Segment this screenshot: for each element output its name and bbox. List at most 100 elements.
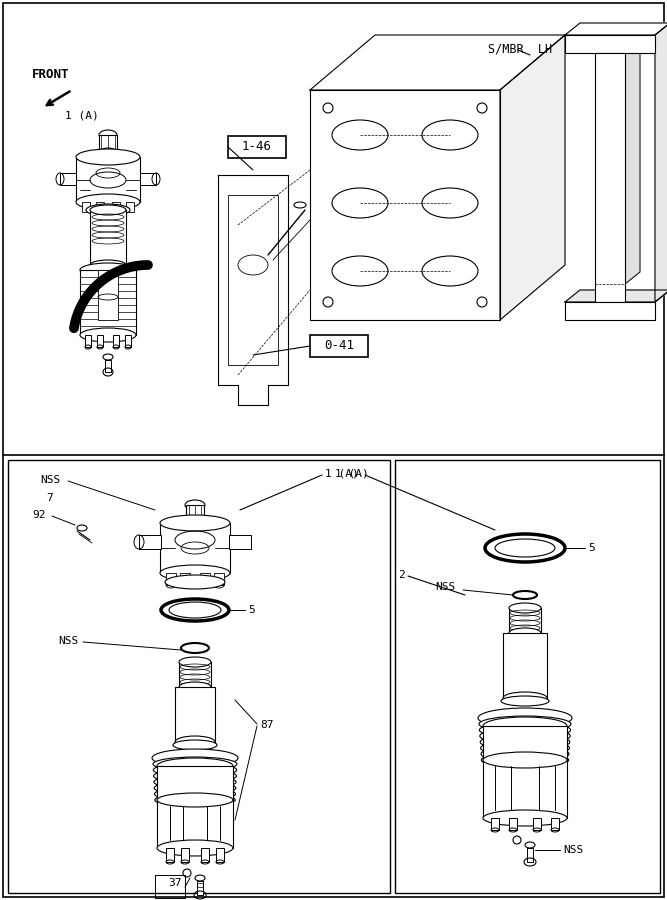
Bar [180, 573, 190, 585]
Bar [98, 270, 118, 320]
Ellipse shape [185, 500, 205, 510]
Text: 1 (A): 1 (A) [335, 468, 369, 478]
Bar [181, 848, 189, 862]
Bar [491, 818, 499, 830]
Circle shape [183, 869, 191, 877]
Ellipse shape [482, 752, 568, 768]
Polygon shape [565, 23, 667, 35]
Bar [157, 766, 233, 800]
Bar [113, 335, 119, 347]
Circle shape [477, 103, 487, 113]
Bar [179, 662, 211, 687]
Ellipse shape [509, 628, 541, 638]
Bar [533, 818, 541, 830]
Bar [105, 360, 111, 372]
Bar [509, 818, 517, 830]
Text: 1 (A): 1 (A) [325, 468, 359, 478]
Ellipse shape [173, 740, 217, 750]
Polygon shape [655, 23, 667, 302]
Ellipse shape [332, 120, 388, 150]
Ellipse shape [175, 736, 215, 748]
Text: 0-41: 0-41 [324, 339, 354, 352]
Ellipse shape [153, 763, 237, 777]
Ellipse shape [80, 328, 136, 342]
Circle shape [477, 297, 487, 307]
Ellipse shape [495, 539, 555, 557]
Text: 1-46: 1-46 [242, 140, 272, 153]
Bar [140, 173, 156, 185]
Bar [509, 608, 541, 633]
Bar [139, 535, 161, 549]
Ellipse shape [152, 749, 238, 767]
Ellipse shape [483, 717, 567, 735]
Bar [228, 136, 286, 158]
Ellipse shape [160, 515, 230, 531]
Ellipse shape [509, 603, 541, 613]
Text: 1 (A): 1 (A) [65, 110, 99, 120]
Ellipse shape [513, 591, 537, 599]
Ellipse shape [332, 256, 388, 286]
Ellipse shape [86, 204, 130, 216]
Ellipse shape [481, 740, 570, 756]
Text: NSS: NSS [435, 582, 456, 592]
Ellipse shape [179, 657, 211, 667]
Ellipse shape [481, 746, 569, 762]
Bar [200, 573, 210, 585]
Ellipse shape [483, 752, 567, 768]
Text: 2: 2 [398, 570, 405, 580]
Bar [483, 760, 567, 818]
Ellipse shape [155, 787, 235, 801]
Bar [60, 173, 76, 185]
Bar [214, 573, 224, 585]
Bar [503, 633, 547, 698]
Ellipse shape [154, 781, 236, 795]
Ellipse shape [478, 708, 572, 728]
Ellipse shape [155, 793, 235, 807]
Bar [166, 848, 174, 862]
Polygon shape [500, 35, 565, 320]
Text: 7: 7 [46, 493, 53, 503]
Ellipse shape [479, 716, 571, 732]
Ellipse shape [485, 534, 565, 562]
Polygon shape [310, 35, 565, 90]
Ellipse shape [480, 722, 570, 738]
Bar [551, 818, 559, 830]
Ellipse shape [76, 194, 140, 210]
Bar [310, 335, 368, 357]
Ellipse shape [154, 775, 236, 789]
Ellipse shape [165, 575, 225, 589]
Text: S/MBR  LH: S/MBR LH [488, 42, 552, 55]
Ellipse shape [501, 696, 549, 706]
Ellipse shape [157, 840, 233, 856]
Ellipse shape [179, 682, 211, 692]
Ellipse shape [503, 692, 547, 704]
Bar [126, 202, 134, 212]
Ellipse shape [80, 263, 136, 277]
Text: NSS: NSS [58, 636, 78, 646]
Bar [90, 210, 126, 265]
Text: 5: 5 [248, 605, 255, 615]
Bar [157, 800, 233, 848]
Bar [112, 202, 120, 212]
Bar [216, 848, 224, 862]
Polygon shape [625, 41, 640, 284]
Ellipse shape [422, 256, 478, 286]
Circle shape [513, 836, 521, 844]
Bar [565, 302, 655, 320]
Ellipse shape [157, 758, 233, 774]
Ellipse shape [90, 260, 126, 270]
Bar [82, 202, 90, 212]
Bar [483, 726, 567, 760]
Bar [85, 335, 91, 347]
Polygon shape [218, 175, 288, 405]
Bar [97, 335, 103, 347]
Bar [8, 460, 390, 893]
Bar [76, 157, 140, 202]
Ellipse shape [160, 565, 230, 581]
Bar [595, 53, 625, 302]
Bar [395, 460, 660, 893]
Bar [229, 535, 251, 549]
Circle shape [323, 103, 333, 113]
Ellipse shape [332, 188, 388, 218]
Bar [99, 135, 117, 153]
